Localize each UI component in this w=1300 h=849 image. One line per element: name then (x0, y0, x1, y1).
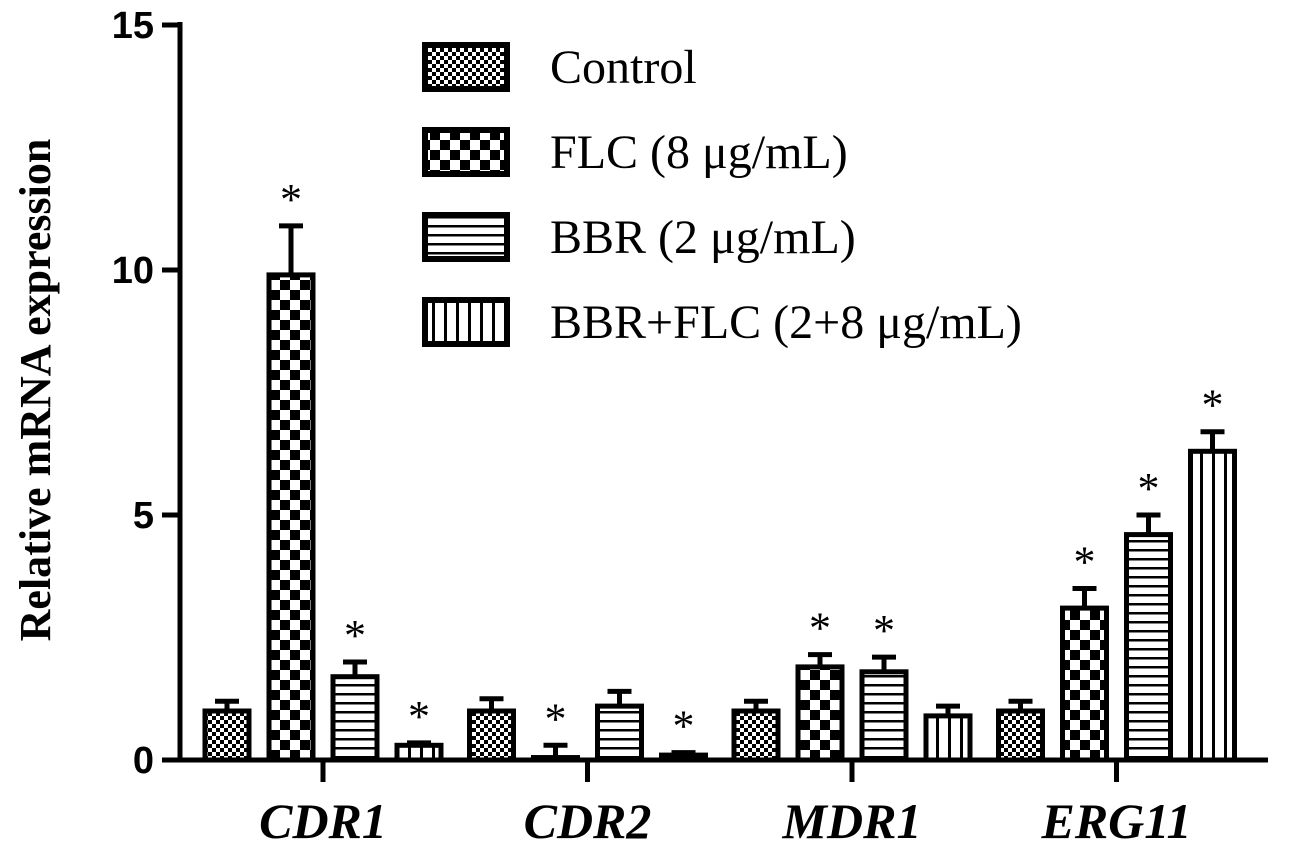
bar (731, 708, 781, 763)
bar (202, 708, 252, 763)
bar (1124, 532, 1173, 763)
x-tick-label: MDR1 (782, 793, 922, 849)
bar (1060, 605, 1109, 763)
y-tick-label: 10 (112, 250, 154, 292)
significance-marker: * (809, 604, 831, 653)
legend-label: BBR+FLC (2+8 μg/mL) (550, 296, 1022, 349)
bar (859, 669, 909, 763)
significance-marker: * (1202, 381, 1224, 430)
legend-swatch (422, 297, 510, 347)
bar (595, 703, 644, 763)
legend-swatch (422, 212, 510, 262)
legend-label: Control (550, 41, 697, 94)
significance-marker: * (1074, 538, 1096, 587)
bar (467, 708, 516, 763)
bar (996, 708, 1045, 763)
x-axis-ticks: CDR1 CDR2 MDR1 ERG11 (259, 760, 1192, 849)
y-tick-label: 15 (112, 5, 154, 47)
y-axis-label: Relative mRNA expression (11, 139, 60, 642)
bar (1188, 448, 1237, 763)
significance-marker: * (873, 606, 895, 655)
significance-marker: * (280, 175, 302, 224)
legend-label: FLC (8 μg/mL) (550, 126, 848, 179)
legend: Control FLC (8 μg/mL) BBR (2 μg/mL) BBR+FLC… (422, 41, 1022, 349)
y-tick-label: 0 (133, 740, 154, 782)
bar (795, 664, 845, 763)
legend-label: BBR (2 μg/mL) (550, 211, 856, 264)
significance-marker: * (408, 692, 430, 741)
bar (330, 674, 380, 763)
y-tick-label: 5 (133, 495, 154, 537)
y-axis-ticks: 0 5 10 15 (112, 5, 180, 782)
significance-marker: * (344, 611, 366, 660)
significance-marker: * (1138, 464, 1160, 513)
x-tick-label: CDR1 (259, 793, 387, 849)
legend-swatch (422, 42, 510, 92)
bars: * * * * * * * * * * (202, 175, 1237, 763)
x-tick-label: CDR2 (524, 793, 652, 849)
significance-marker: * (545, 694, 567, 743)
legend-swatch (422, 127, 510, 177)
bar (923, 713, 973, 763)
bar (266, 272, 316, 763)
significance-marker: * (673, 702, 695, 751)
x-tick-label: ERG11 (1040, 793, 1191, 849)
